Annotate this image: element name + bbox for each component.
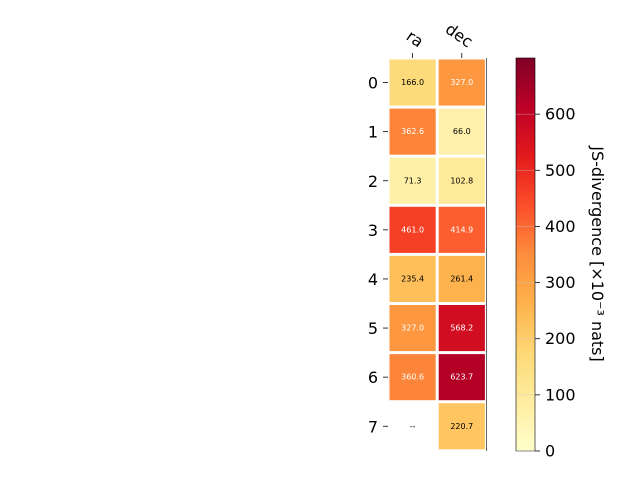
heatmap-cell: [389, 255, 436, 302]
colorbar-tick-label: 600: [545, 105, 576, 124]
colorbar-tick-label: 500: [545, 161, 576, 180]
cell-value-label: 102.8: [450, 176, 473, 185]
heatmap-cell: [438, 403, 485, 450]
cell-value-label: 66.0: [453, 127, 471, 136]
heatmap-cell: [389, 157, 436, 204]
heatmap-cell: [438, 108, 485, 155]
row-tick-label: 1: [368, 123, 378, 142]
colorbar-gradient: [515, 57, 536, 452]
row-tick-label: 0: [368, 74, 378, 93]
cell-value-label: 414.9: [450, 225, 473, 234]
cell-value-label: 327.0: [450, 78, 473, 87]
heatmap-cell: [389, 206, 436, 253]
column-axis: ra dec: [403, 19, 476, 58]
cell-value-label: 568.2: [450, 324, 473, 333]
colorbar-label: JS-divergence [×10⁻³ nats]: [588, 145, 607, 361]
heatmap-cell: [438, 354, 485, 401]
heatmap-cell: [438, 157, 485, 204]
colorbar-tick-label: 200: [545, 329, 576, 348]
cell-value-label: 327.0: [401, 324, 424, 333]
cell-value-label: 362.6: [401, 127, 424, 136]
heatmap-cell: [389, 305, 436, 352]
cell-value-label: 461.0: [401, 225, 424, 234]
row-tick-label: 2: [368, 172, 378, 191]
row-tick-label: 6: [368, 368, 378, 387]
cell-value-label: 166.0: [401, 78, 424, 87]
column-tick-label: ra: [403, 26, 427, 51]
cell-labels: 166.0 327.0 362.6 66.0 71.3 102.8 461.0 414.9 23…: [401, 78, 473, 431]
heatmap-cell: [438, 206, 485, 253]
column-tick-label: dec: [442, 19, 476, 51]
colorbar-tick-label: 300: [545, 273, 576, 292]
colorbar: 0 100 200 300 400 500 600 JS-divergence [×10⁻³…: [515, 57, 607, 461]
heatmap-cell: [438, 305, 485, 352]
heatmap-cell: [389, 108, 436, 155]
heatmap-cell: [389, 59, 436, 106]
row-tick-label: 7: [368, 417, 378, 436]
heatmap-cell: [438, 59, 485, 106]
colorbar-tick-label: 400: [545, 217, 576, 236]
row-tick-label: 3: [368, 221, 378, 240]
heatmap-cell: [389, 354, 436, 401]
colorbar-tick-label: 0: [545, 442, 555, 461]
row-tick-label: 5: [368, 319, 378, 338]
heatmap-cells: [389, 59, 485, 450]
heatmap-cell: [438, 255, 485, 302]
colorbar-tick-label: 100: [545, 385, 576, 404]
row-tick-label: 4: [368, 270, 378, 289]
cell-value-label: 220.7: [450, 422, 473, 431]
cell-value-label: 623.7: [450, 373, 473, 382]
cell-value-label: 71.3: [404, 176, 422, 185]
cell-value-label: 235.4: [401, 274, 424, 283]
colorbar-ticks: 0 100 200 300 400 500 600: [516, 105, 576, 461]
row-axis: 0 1 2 3 4 5 6 7: [368, 74, 388, 436]
cell-value-label: 261.4: [450, 274, 473, 283]
cell-value-label: --: [410, 422, 416, 431]
cell-value-label: 360.6: [401, 373, 424, 382]
